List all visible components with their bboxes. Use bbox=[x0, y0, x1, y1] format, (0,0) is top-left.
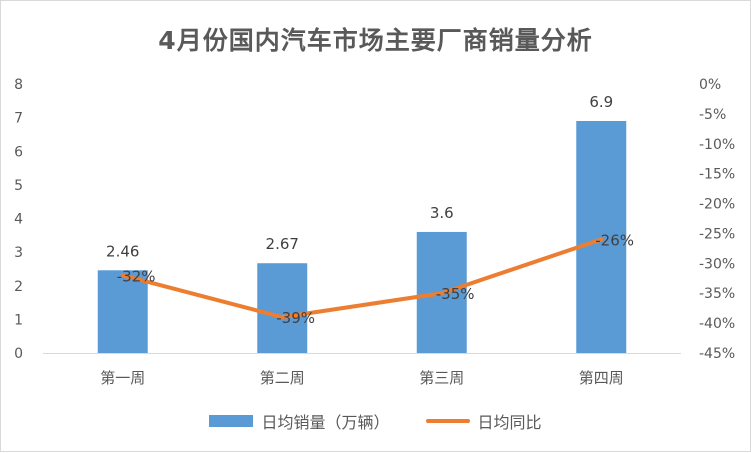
y-left-tick-label: 3 bbox=[14, 245, 23, 261]
y-left-tick-label: 5 bbox=[14, 178, 23, 194]
legend-item-yoy: 日均同比 bbox=[425, 409, 542, 433]
line-value-label: -32% bbox=[117, 267, 156, 285]
bar-value-label: 3.6 bbox=[430, 204, 454, 222]
y-right-tick-label: 0% bbox=[699, 77, 721, 93]
line-value-label: -26% bbox=[595, 231, 634, 249]
y-right-tick-label: -20% bbox=[699, 197, 735, 213]
y-right-tick-label: -10% bbox=[699, 137, 735, 153]
chart-title: 4月份国内汽车市场主要厂商销量分析 bbox=[158, 26, 593, 55]
y-left-tick-label: 6 bbox=[14, 144, 23, 160]
y-left-tick-label: 1 bbox=[14, 312, 23, 328]
bar bbox=[576, 120, 627, 353]
y-right-tick-label: -35% bbox=[699, 286, 735, 302]
y-left-tick-label: 4 bbox=[14, 212, 23, 228]
line-value-label: -35% bbox=[436, 285, 475, 303]
y-right-tick-label: -5% bbox=[699, 107, 726, 123]
x-tick-label: 第四周 bbox=[579, 369, 624, 387]
bar bbox=[97, 270, 148, 353]
bar-value-label: 6.9 bbox=[589, 93, 613, 111]
y-left-tick-label: 0 bbox=[14, 346, 23, 362]
line-value-label: -39% bbox=[276, 309, 315, 327]
y-right-tick-label: -45% bbox=[699, 346, 735, 362]
x-tick-label: 第一周 bbox=[100, 369, 145, 387]
y-left-tick-label: 7 bbox=[14, 111, 23, 127]
bar-value-label: 2.67 bbox=[266, 235, 299, 253]
x-tick-label: 第三周 bbox=[419, 369, 464, 387]
legend-swatch-bar bbox=[209, 415, 254, 427]
bar bbox=[257, 263, 308, 353]
chart-legend: 日均销量（万辆） 日均同比 bbox=[1, 409, 750, 433]
legend-item-sales: 日均销量（万辆） bbox=[209, 409, 390, 433]
series-line-yoy bbox=[120, 237, 604, 320]
y-left-tick-label: 8 bbox=[14, 77, 23, 93]
legend-label-yoy: 日均同比 bbox=[477, 413, 542, 432]
y-right-tick-label: -30% bbox=[699, 256, 735, 272]
x-tick-label: 第二周 bbox=[260, 369, 305, 387]
y-right-tick-label: -15% bbox=[699, 167, 735, 183]
y-right-tick-label: -25% bbox=[699, 226, 735, 242]
legend-label-sales: 日均销量（万辆） bbox=[261, 413, 390, 432]
y-left-tick-label: 2 bbox=[14, 279, 23, 295]
bar-value-label: 2.46 bbox=[106, 242, 139, 260]
y-right-tick-label: -40% bbox=[699, 316, 735, 332]
legend-swatch-line bbox=[425, 419, 470, 423]
